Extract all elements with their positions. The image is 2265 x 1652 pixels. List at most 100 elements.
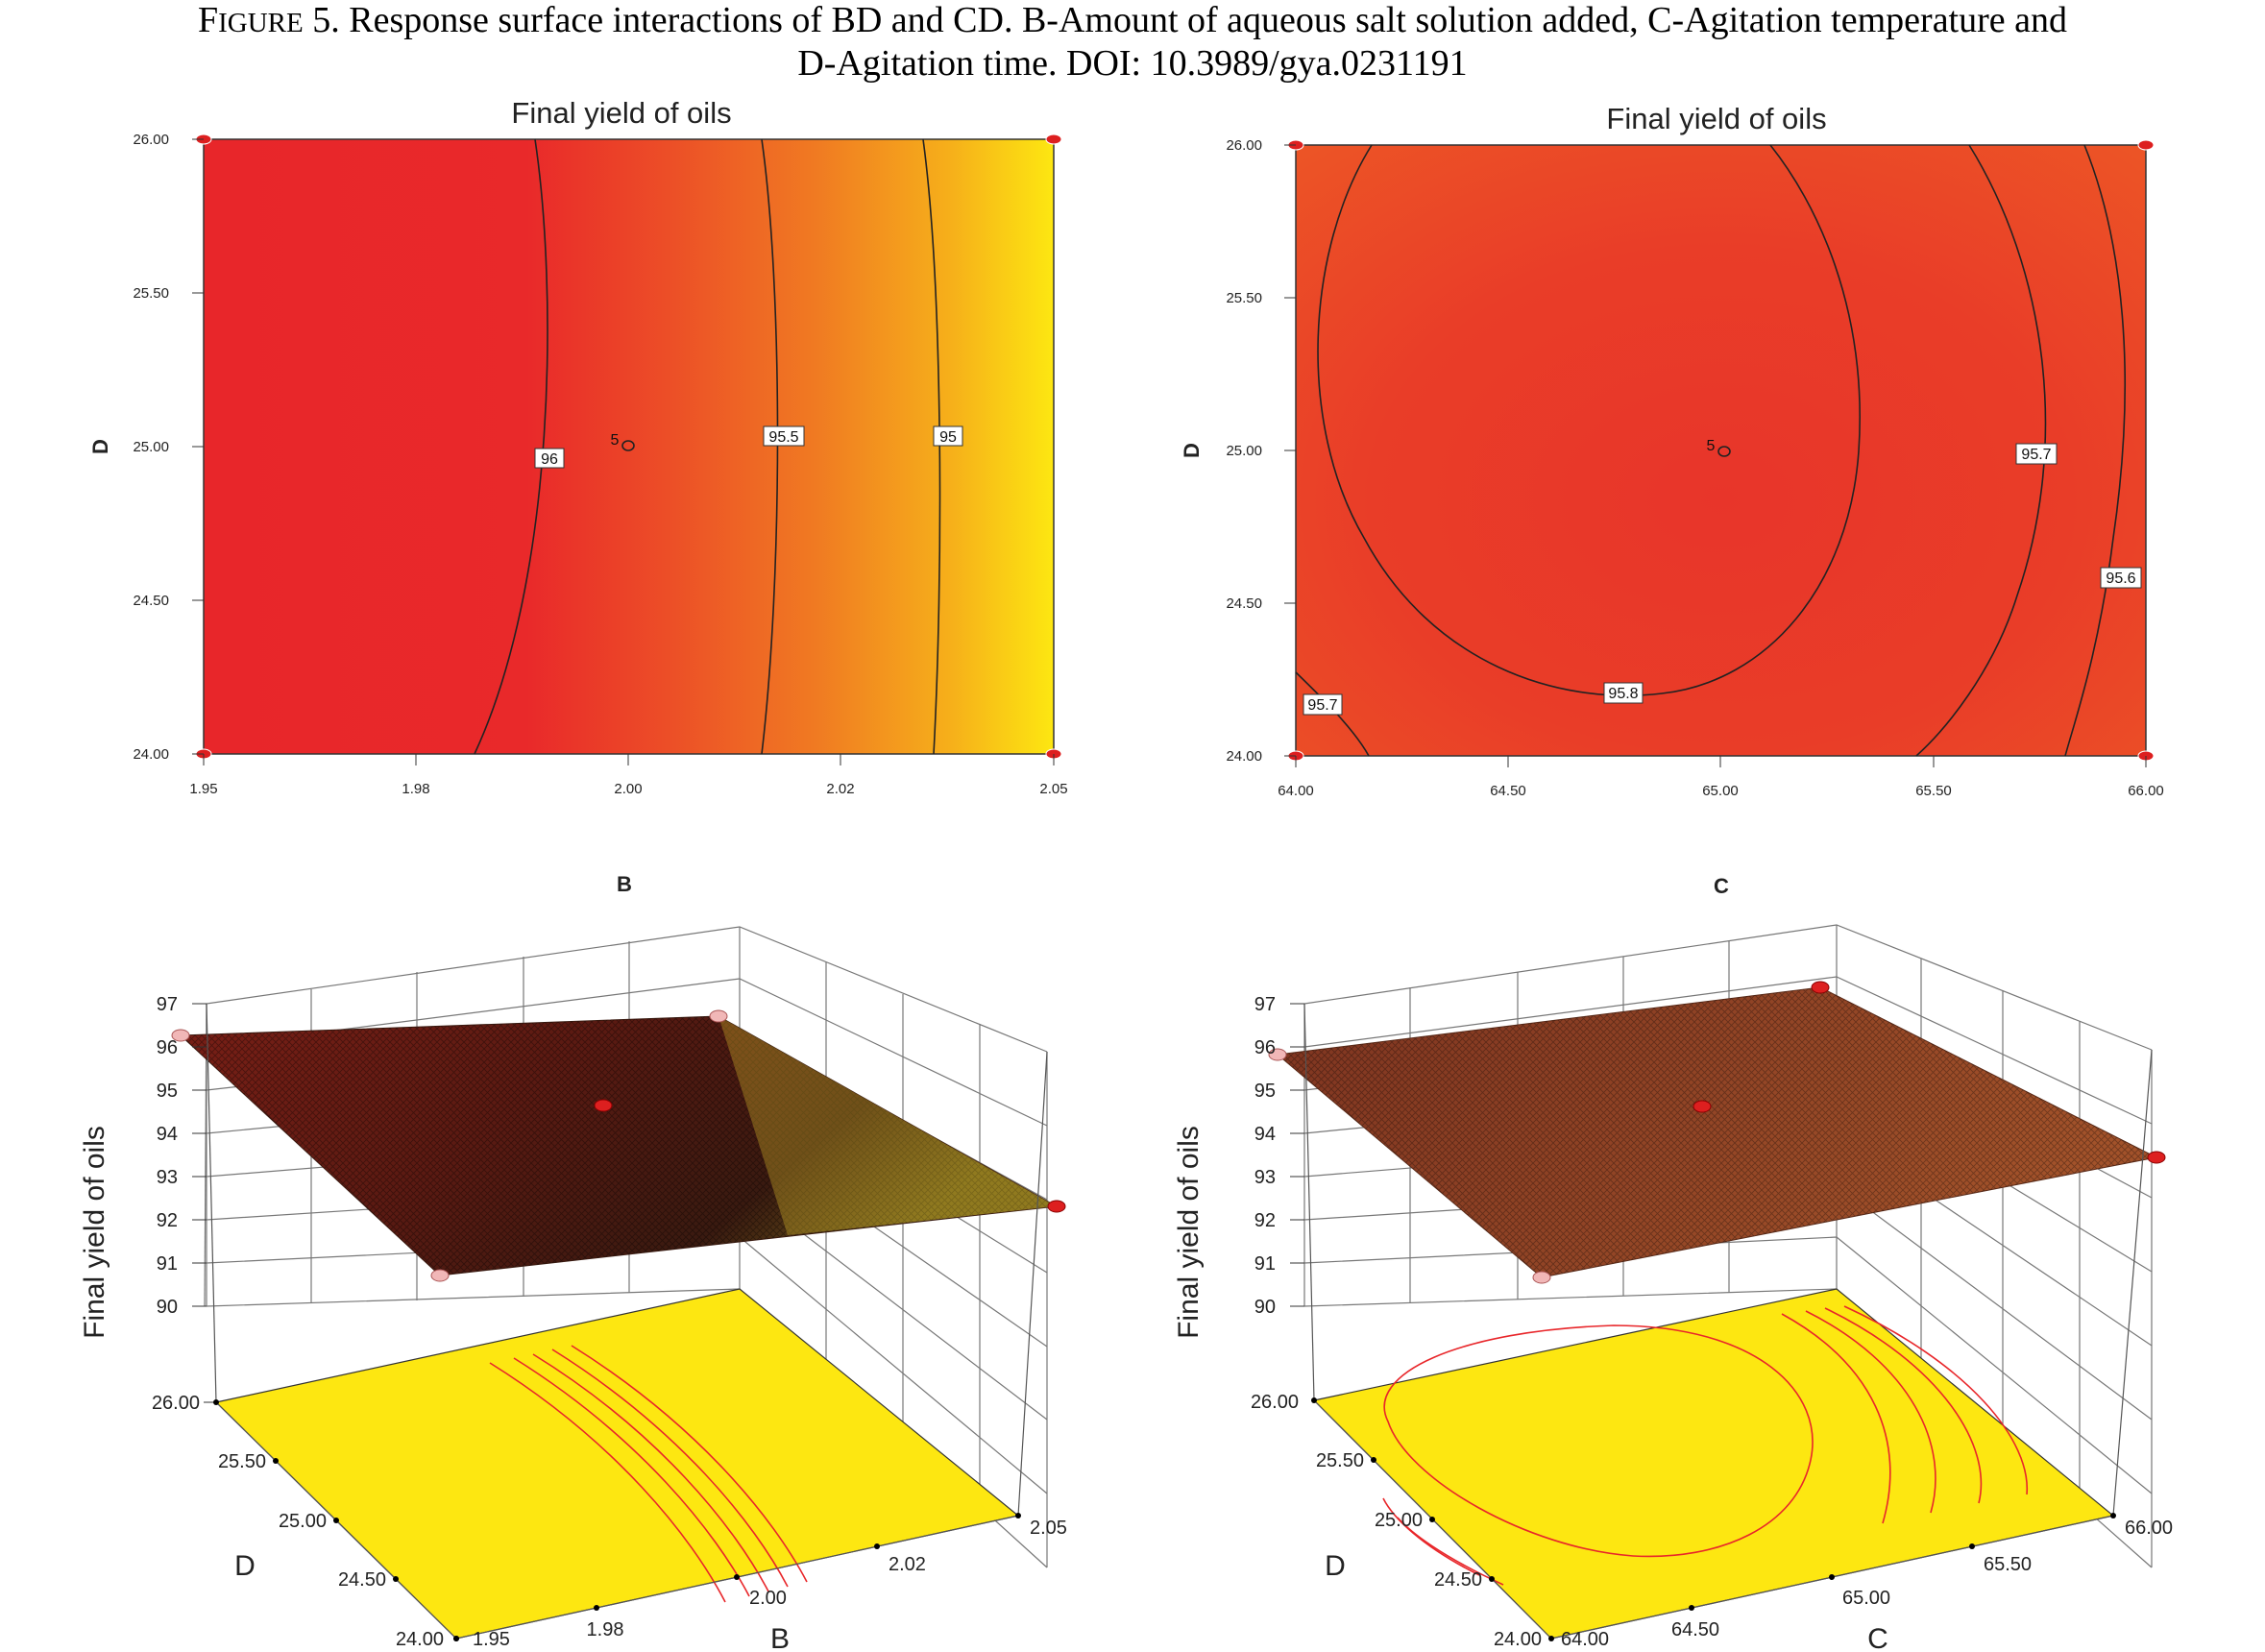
surface-cd-ytick: 24.50 xyxy=(1434,1569,1482,1591)
contour-cd-xtick: 65.00 xyxy=(1702,783,1739,799)
surface-cd-ztick: 93 xyxy=(1254,1167,1276,1188)
contour-cd-x-axis: 64.00 64.50 65.00 65.50 66.00 C xyxy=(1278,756,2164,898)
surface-bd-xtick: 2.00 xyxy=(749,1588,787,1609)
surface-bd-zlabel: Final yield of oils xyxy=(79,1126,110,1339)
contour-bd-line-96 xyxy=(474,138,548,755)
surface-cd-ytick: 25.50 xyxy=(1316,1450,1364,1471)
contour-cd-design-points xyxy=(1287,139,2155,762)
contour-cd-ytick: 25.50 xyxy=(1226,290,1262,306)
contour-cd-line-95-7-right xyxy=(1915,144,2047,757)
surface-cd-ytick: 24.00 xyxy=(1494,1629,1542,1650)
contour-cd-fill xyxy=(1295,144,2147,757)
contour-cd-ytick: 24.50 xyxy=(1226,595,1262,612)
surface-bd-xtick: 1.98 xyxy=(587,1619,624,1640)
contour-bd-ytick: 26.00 xyxy=(133,132,169,148)
contour-cd-xlabel: C xyxy=(1714,874,1729,898)
contour-cd-label-95-6: 95.6 xyxy=(2100,567,2142,589)
contour-bd-ytick: 24.50 xyxy=(133,593,169,609)
surface-cd-z-axis: 97 96 95 94 93 92 91 90 Final yield of o… xyxy=(1173,994,1304,1339)
surface-cd-xtick: 64.00 xyxy=(1561,1629,1609,1650)
contour-bd-label-95: 95 xyxy=(933,425,963,447)
contour-cd-line-95-8 xyxy=(1317,144,1861,696)
surface-bd-ytick: 24.00 xyxy=(396,1629,444,1650)
contour-bd-x-axis: 1.95 1.98 2.00 2.02 2.05 B xyxy=(189,754,1068,896)
contour-bd-center-point: 5 xyxy=(611,432,635,451)
surface-bd-ztick: 92 xyxy=(157,1210,178,1231)
contour-cd-ytick: 25.00 xyxy=(1226,443,1262,459)
contour-cd-label-95-7-left: 95.7 xyxy=(1303,693,1343,716)
surface-cd-ztick: 94 xyxy=(1254,1124,1276,1145)
caption-text-1: Response surface interactions of BD and … xyxy=(349,0,2067,40)
contour-bd-y-axis: 26.00 25.50 25.00 24.50 24.00 D xyxy=(88,132,204,763)
surface-cd-ztick: 90 xyxy=(1254,1297,1276,1318)
contour-bd-label-96: 96 xyxy=(534,448,565,469)
surface-bd-floor-contours xyxy=(489,1345,808,1603)
surface-bd-xlabel: B xyxy=(770,1623,790,1652)
contour-cd-xtick: 66.00 xyxy=(2128,783,2164,799)
surface-cd-c-axis: 64.00 64.50 65.00 65.50 66.00 C xyxy=(1561,1513,2173,1652)
contour-cd-line-95-6 xyxy=(2064,144,2127,757)
svg-text:96: 96 xyxy=(541,451,558,468)
surface-cd-zlabel: Final yield of oils xyxy=(1173,1126,1205,1339)
contour-cd-xtick: 64.00 xyxy=(1278,783,1314,799)
surface-bd-ylabel: D xyxy=(234,1550,256,1582)
svg-text:95.7: 95.7 xyxy=(2021,447,2051,463)
contour-bd-ytick: 25.00 xyxy=(133,439,169,455)
surface-bd-frame xyxy=(206,1003,1048,1640)
surface-bd-yellow-tint xyxy=(718,1016,1057,1235)
svg-text:5: 5 xyxy=(611,432,620,449)
caption-line-2: D-Agitation time. DOI: 10.3989/gya.02311… xyxy=(797,43,1468,84)
caption-number: 5. xyxy=(312,0,340,40)
surface-bd-z-axis: 97 96 95 94 93 92 91 90 Final yield of o… xyxy=(79,994,207,1339)
caption-line-1: FIGURE 5. Response surface interactions … xyxy=(0,0,2265,43)
surface-cd-xtick: 65.00 xyxy=(1842,1588,1890,1609)
contour-bd-fill xyxy=(203,138,1055,755)
surface-bd-ytick: 25.50 xyxy=(218,1451,266,1472)
surface-cd-xlabel: C xyxy=(1867,1623,1888,1652)
contour-bd-xtick: 1.95 xyxy=(189,781,217,797)
surface-cd-xtick: 64.50 xyxy=(1671,1619,1719,1640)
contour-cd-ytick: 26.00 xyxy=(1226,137,1262,154)
svg-text:5: 5 xyxy=(1707,438,1716,454)
contour-cd-title: Final yield of oils xyxy=(1606,102,1826,135)
surface-panel-cd: 97 96 95 94 93 92 91 90 Final yield of o… xyxy=(1173,924,2173,1652)
surface-bd-ytick: 24.50 xyxy=(338,1569,386,1591)
surface-bd-floor xyxy=(214,1288,1020,1640)
surface-bd-xtick: 2.02 xyxy=(889,1554,926,1575)
surface-cd-d-axis: 26.00 25.50 25.00 24.50 24.00 D xyxy=(1251,1392,1554,1650)
svg-text:95.8: 95.8 xyxy=(1608,686,1638,702)
surface-cd-ytick: 26.00 xyxy=(1251,1392,1299,1413)
svg-text:95.6: 95.6 xyxy=(2106,571,2135,587)
surface-cd-design-points xyxy=(1268,981,2166,1284)
contour-bd-xlabel: B xyxy=(617,872,632,896)
contour-cd-line-95-7-left xyxy=(1295,671,1370,757)
surface-bd-ytick: 25.00 xyxy=(279,1511,327,1532)
surface-cd-ztick: 91 xyxy=(1254,1253,1276,1275)
surface-cd-floor-contours xyxy=(1382,1305,2028,1586)
surface-bd-design-points xyxy=(171,1009,1066,1282)
surface-cd-ztick: 92 xyxy=(1254,1210,1276,1231)
surface-bd-ztick: 97 xyxy=(157,994,178,1015)
surface-bd-ztick: 91 xyxy=(157,1253,178,1275)
contour-bd-ylabel: D xyxy=(88,439,112,454)
surface-cd-mesh-pattern xyxy=(1278,987,2156,1277)
surface-bd-ytick: 26.00 xyxy=(152,1393,200,1414)
surface-cd-ztick: 96 xyxy=(1254,1037,1276,1058)
contour-bd-label-95-5: 95.5 xyxy=(763,425,805,447)
contour-bd-xtick: 1.98 xyxy=(402,781,429,797)
caption-label-rest: IGURE xyxy=(218,8,304,38)
contour-bd-xtick: 2.05 xyxy=(1039,781,1067,797)
surface-bd-ztick: 94 xyxy=(157,1124,178,1145)
surface-cd-ztick: 95 xyxy=(1254,1081,1276,1102)
contour-bd-ytick: 24.00 xyxy=(133,746,169,763)
contour-cd-label-95-8: 95.8 xyxy=(1603,682,1644,704)
surface-cd-xtick: 66.00 xyxy=(2125,1518,2173,1539)
contour-bd-xtick: 2.02 xyxy=(826,781,854,797)
contour-panel-cd: Final yield of oils 95.8 95.7 95.7 95.6 … xyxy=(1180,102,2164,898)
surface-bd-xtick: 1.95 xyxy=(473,1629,510,1650)
surface-bd-d-axis: 26.00 25.50 25.00 24.50 24.00 D xyxy=(152,1393,459,1650)
figure-caption: FIGURE 5. Response surface interactions … xyxy=(0,0,2265,84)
surface-cd-xtick: 65.50 xyxy=(1984,1554,2032,1575)
svg-text:95: 95 xyxy=(939,429,957,446)
svg-text:95.5: 95.5 xyxy=(768,429,798,446)
